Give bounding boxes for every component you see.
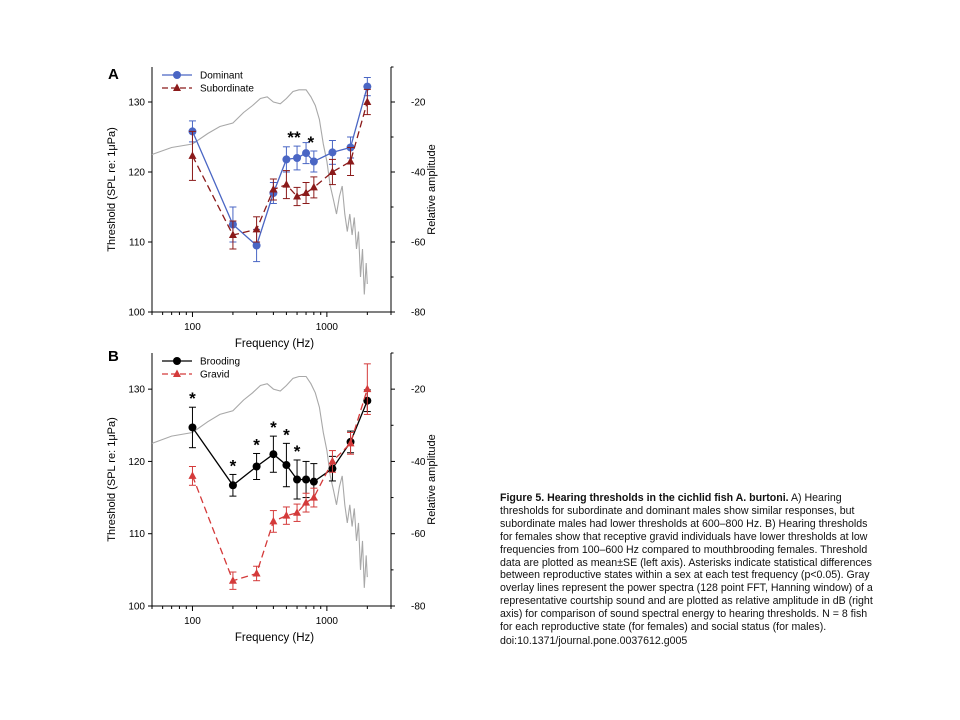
- series-line-subordinate: [191, 101, 368, 236]
- legend-label-subordinate: Subordinate: [200, 84, 254, 95]
- data-point-gravid: [252, 568, 261, 577]
- x-tick-label: 1000: [316, 616, 339, 627]
- significance-asterisk: *: [294, 442, 301, 461]
- legend-marker-dominant: [173, 71, 181, 79]
- y2-axis-label: Relative amplitude: [426, 144, 438, 235]
- data-point-brooding: [302, 475, 311, 484]
- data-point-gravid: [346, 438, 355, 447]
- data-point-gravid: [269, 516, 278, 525]
- y-axis-label: Threshold (SPL re: 1μPa): [106, 127, 118, 252]
- y-tick-label: 110: [129, 529, 145, 540]
- x-tick-label: 100: [184, 322, 201, 333]
- x-axis-label: Frequency (Hz): [235, 632, 314, 644]
- data-point-gravid: [302, 498, 311, 506]
- data-point-brooding: [252, 462, 261, 471]
- data-point-subordinate: [363, 97, 372, 105]
- panel-b: B 100 110 120 130 -80 -60 -40 -20 100 1000Frequenc…: [106, 348, 438, 644]
- spectrum-overlay-line: [151, 375, 368, 588]
- data-point-brooding: [269, 450, 278, 459]
- data-point-brooding: [293, 475, 302, 484]
- y2-tick-label: -20: [411, 385, 426, 396]
- data-point-brooding: [282, 461, 291, 470]
- data-point-subordinate: [302, 188, 311, 196]
- data-point-brooding: [188, 423, 197, 432]
- data-point-subordinate: [328, 167, 337, 175]
- significance-asterisk: *: [253, 435, 260, 454]
- significance-asterisk: *: [283, 425, 290, 444]
- y2-tick-label: -40: [411, 457, 426, 468]
- significance-asterisk: *: [270, 418, 277, 437]
- y2-axis-label: Relative amplitude: [426, 434, 438, 525]
- data-point-gravid: [282, 511, 291, 519]
- y2-tick-label: -80: [411, 308, 426, 319]
- significance-asterisk: **: [287, 128, 301, 147]
- significance-asterisk: *: [189, 389, 196, 408]
- caption-body: A) Hearing thresholds for subordinate an…: [500, 492, 873, 634]
- data-point-dominant: [363, 82, 372, 91]
- data-point-subordinate: [188, 151, 197, 159]
- x-tick-label: 1000: [316, 322, 339, 333]
- legend-label-brooding: Brooding: [200, 357, 240, 368]
- y-tick-label: 100: [128, 602, 145, 613]
- y2-tick-label: -60: [411, 529, 426, 540]
- spectrum-overlay-line: [151, 89, 368, 295]
- y-tick-label: 110: [129, 238, 145, 249]
- data-point-dominant: [309, 157, 318, 166]
- data-point-gravid: [293, 508, 302, 516]
- panel-label: B: [108, 348, 119, 365]
- x-axis-label: Frequency (Hz): [235, 338, 314, 350]
- significance-asterisk: *: [308, 133, 315, 152]
- data-point-dominant: [252, 241, 261, 250]
- data-point-brooding: [228, 481, 237, 490]
- y2-tick-label: -80: [411, 602, 426, 613]
- series-line-dominant: [191, 86, 368, 247]
- data-point-gravid: [309, 493, 318, 501]
- panel-label: A: [108, 66, 119, 83]
- y-tick-label: 130: [128, 385, 145, 396]
- data-point-dominant: [293, 154, 302, 162]
- series-line-brooding: [191, 400, 368, 487]
- data-point-subordinate: [252, 224, 261, 233]
- legend-marker-gravid: [173, 369, 181, 377]
- data-point-subordinate: [269, 185, 278, 193]
- significance-asterisk: *: [230, 456, 237, 475]
- data-point-gravid: [328, 456, 337, 465]
- figure-caption: Figure 5. Hearing thresholds in the cich…: [500, 492, 880, 648]
- y-tick-label: 100: [128, 308, 145, 319]
- data-point-dominant: [302, 149, 311, 158]
- y2-tick-label: -60: [411, 238, 426, 249]
- data-point-gravid: [228, 576, 237, 584]
- data-point-subordinate: [293, 192, 302, 200]
- caption-title: Figure 5. Hearing thresholds in the cich…: [500, 492, 789, 504]
- data-point-subordinate: [309, 182, 318, 191]
- y-tick-label: 120: [128, 457, 145, 468]
- data-point-dominant: [328, 148, 337, 157]
- caption-doi: doi:10.1371/journal.pone.0037612.g005: [500, 634, 688, 647]
- data-point-dominant: [282, 155, 291, 164]
- data-point-gravid: [363, 384, 372, 393]
- legend-label-dominant: Dominant: [200, 71, 243, 82]
- y-tick-label: 120: [128, 168, 145, 179]
- y2-tick-label: -40: [411, 168, 426, 179]
- legend-marker-brooding: [173, 357, 181, 365]
- data-point-subordinate: [228, 230, 237, 238]
- data-point-brooding: [309, 477, 318, 486]
- x-tick-label: 100: [184, 616, 201, 627]
- y2-tick-label: -20: [411, 98, 426, 109]
- data-point-gravid: [188, 471, 197, 479]
- data-point-subordinate: [346, 157, 355, 165]
- panel-a: A 100 110 120 130 -80 -60 -40 -20 100 1000Frequenc…: [106, 66, 438, 350]
- series-line-gravid: [191, 388, 368, 582]
- y-axis-label: Threshold (SPL re: 1μPa): [106, 417, 118, 542]
- legend-label-gravid: Gravid: [200, 370, 229, 381]
- data-point-subordinate: [282, 180, 291, 188]
- y-tick-label: 130: [128, 98, 145, 109]
- legend-marker-subordinate: [173, 83, 181, 91]
